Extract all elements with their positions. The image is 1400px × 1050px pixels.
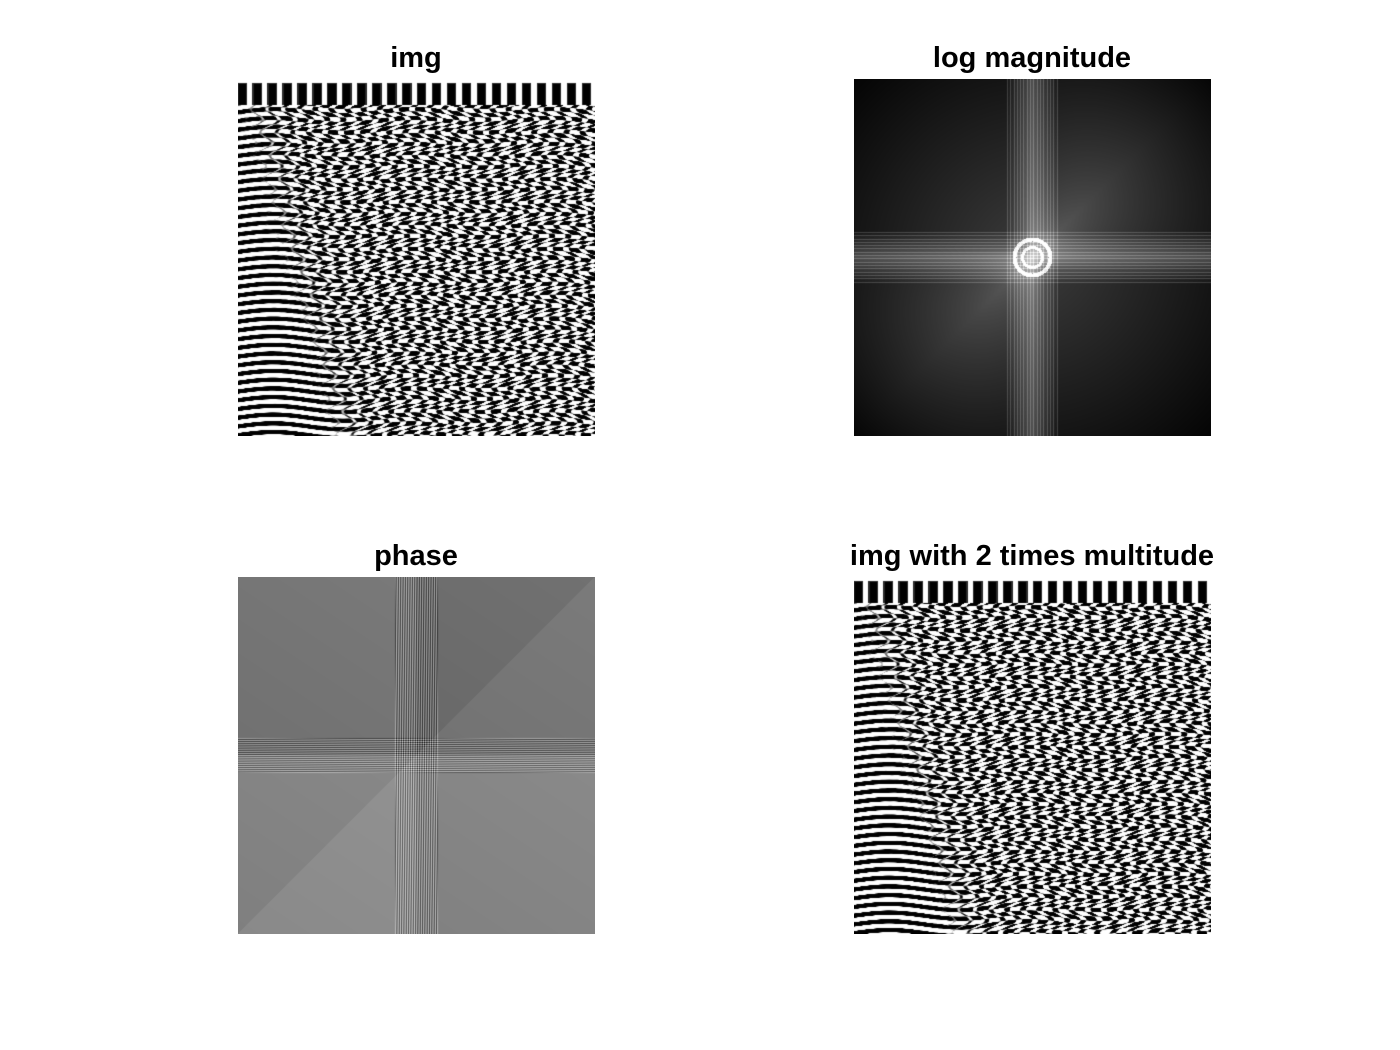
image-log-magnitude (854, 79, 1211, 436)
panel-title-log-magnitude: log magnitude (932, 42, 1132, 74)
image-img-2x-multitude (854, 577, 1211, 934)
image-img (238, 79, 595, 436)
panel-title-img: img (390, 42, 442, 74)
image-phase (238, 577, 595, 934)
panel-title-img-2x: img with 2 times multitude (849, 540, 1215, 572)
panel-title-phase: phase (374, 540, 458, 572)
